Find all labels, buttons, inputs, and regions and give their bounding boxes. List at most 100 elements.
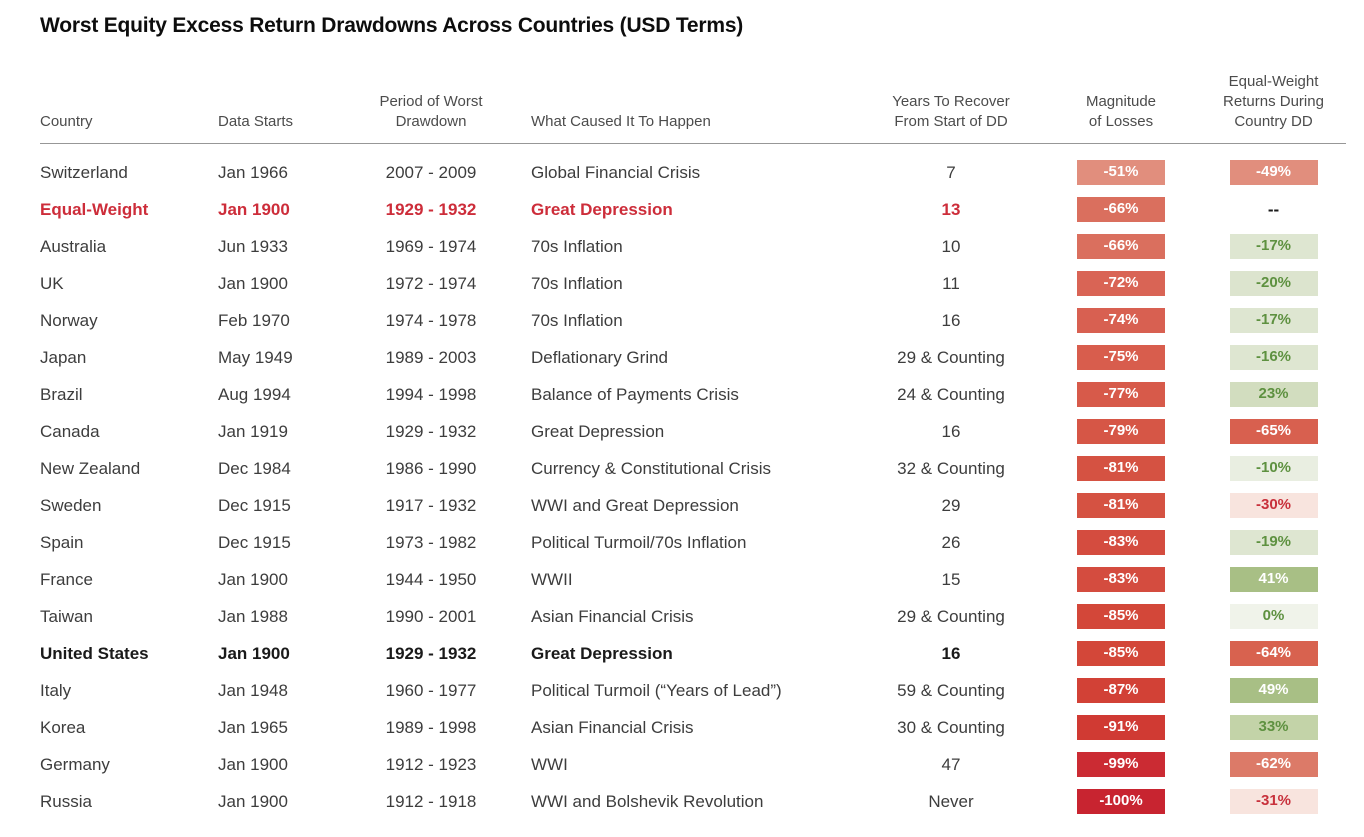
- column-header-years: Years To Recover From Start of DD: [891, 72, 1011, 144]
- years-cell: 32 & Counting: [897, 458, 1005, 478]
- equal-weight-badge: -31%: [1229, 789, 1318, 814]
- table-row: Australia Jun 1933 1969 - 1974 70s Inflatio…: [40, 228, 1346, 265]
- data-starts-cell: Jan 1900: [218, 569, 288, 589]
- country-cell: Russia: [40, 791, 92, 811]
- table-row: Sweden Dec 1915 1917 - 1932 WWI and Great D…: [40, 487, 1346, 524]
- years-cell: 7: [946, 162, 956, 182]
- magnitude-badge: -66%: [1077, 197, 1165, 222]
- equal-weight-badge: -16%: [1229, 345, 1318, 370]
- country-cell: Canada: [40, 421, 100, 441]
- data-starts-cell: Dec 1984: [218, 458, 291, 478]
- table-row: Switzerland Jan 1966 2007 - 2009 Global Fin…: [40, 144, 1346, 192]
- period-cell: 2007 - 2009: [385, 162, 477, 182]
- country-cell: United States: [40, 643, 149, 663]
- equal-weight-badge: -65%: [1229, 419, 1318, 444]
- period-cell: 1972 - 1974: [385, 273, 477, 293]
- cause-cell: Global Financial Crisis: [531, 162, 701, 182]
- years-cell: 59 & Counting: [897, 680, 1005, 700]
- spacer-cell: [1011, 450, 1041, 487]
- magnitude-badge: -79%: [1077, 419, 1165, 444]
- years-cell: 15: [941, 569, 961, 589]
- data-starts-cell: Dec 1915: [218, 495, 291, 515]
- data-starts-cell: Dec 1915: [218, 532, 291, 552]
- data-starts-cell: Jan 1919: [218, 421, 288, 441]
- data-starts-cell: Jan 1900: [218, 791, 288, 811]
- spacer-cell: [1011, 376, 1041, 413]
- table-row: United States Jan 1900 1929 - 1932 Great De…: [40, 635, 1346, 672]
- spacer-cell: [1011, 265, 1041, 302]
- data-starts-cell: Jan 1988: [218, 606, 288, 626]
- magnitude-badge: -85%: [1077, 641, 1165, 666]
- spacer-cell: [1011, 561, 1041, 598]
- cause-cell: Balance of Payments Crisis: [531, 384, 739, 404]
- years-cell: 11: [942, 273, 960, 293]
- magnitude-badge: -100%: [1077, 789, 1165, 814]
- country-cell: Brazil: [40, 384, 83, 404]
- spacer-cell: [1011, 598, 1041, 635]
- cause-cell: 70s Inflation: [531, 236, 623, 256]
- data-starts-cell: May 1949: [218, 347, 293, 367]
- table-row: Equal-Weight Jan 1900 1929 - 1932 Great Dep…: [40, 191, 1346, 228]
- data-starts-cell: Jan 1900: [218, 273, 288, 293]
- data-starts-cell: Jan 1966: [218, 162, 288, 182]
- spacer-column: [1011, 72, 1041, 144]
- years-cell: Never: [928, 791, 974, 811]
- table-row: Korea Jan 1965 1989 - 1998 Asian Financial …: [40, 709, 1346, 746]
- magnitude-badge: -87%: [1077, 678, 1165, 703]
- country-cell: Equal-Weight: [40, 199, 149, 219]
- cause-cell: Deflationary Grind: [531, 347, 669, 367]
- table-header-row: Country Data Starts Period of Worst Drawdo…: [40, 72, 1346, 144]
- table-row: Taiwan Jan 1988 1990 - 2001 Asian Financial…: [40, 598, 1346, 635]
- magnitude-badge: -51%: [1077, 160, 1165, 185]
- cause-cell: 70s Inflation: [531, 273, 623, 293]
- spacer-cell: [1011, 635, 1041, 672]
- country-cell: Switzerland: [40, 162, 128, 182]
- period-cell: 1929 - 1932: [385, 643, 477, 663]
- spacer-cell: [1011, 746, 1041, 783]
- table-row: UK Jan 1900 1972 - 1974 70s Inflation 11 -72%…: [40, 265, 1346, 302]
- data-starts-cell: Jun 1933: [218, 236, 288, 256]
- cause-cell: WWI and Bolshevik Revolution: [531, 791, 764, 811]
- data-starts-cell: Jan 1965: [218, 717, 288, 737]
- magnitude-badge: -85%: [1077, 604, 1165, 629]
- equal-weight-badge: -17%: [1229, 234, 1318, 259]
- country-cell: Australia: [40, 236, 107, 256]
- period-cell: 1917 - 1932: [385, 495, 477, 515]
- cause-cell: WWII: [531, 569, 573, 589]
- spacer-cell: [1011, 413, 1041, 450]
- period-cell: 1973 - 1982: [385, 532, 477, 552]
- spacer-cell: [1011, 524, 1041, 561]
- magnitude-badge: -81%: [1077, 456, 1165, 481]
- cause-cell: WWI: [531, 754, 568, 774]
- page-title: Worst Equity Excess Return Drawdowns Acr…: [40, 14, 744, 37]
- years-cell: 29: [941, 495, 961, 515]
- table-row: Japan May 1949 1989 - 2003 Deflationary Gri…: [40, 339, 1346, 376]
- table-row: Canada Jan 1919 1929 - 1932 Great Depressio…: [40, 413, 1346, 450]
- period-cell: 1989 - 2003: [385, 347, 477, 367]
- cause-cell: Asian Financial Crisis: [531, 606, 694, 626]
- country-cell: UK: [40, 273, 64, 293]
- equal-weight-badge: -17%: [1229, 308, 1318, 333]
- magnitude-badge: -66%: [1077, 234, 1165, 259]
- magnitude-badge: -83%: [1077, 530, 1165, 555]
- country-cell: Germany: [40, 754, 110, 774]
- spacer-cell: [1011, 709, 1041, 746]
- table-row: Germany Jan 1900 1912 - 1923 WWI 47 -99% -62%: [40, 746, 1346, 783]
- table-row: Brazil Aug 1994 1994 - 1998 Balance of Paym…: [40, 376, 1346, 413]
- data-starts-cell: Aug 1994: [218, 384, 291, 404]
- data-starts-cell: Jan 1900: [218, 643, 290, 663]
- equal-weight-badge: -49%: [1229, 160, 1318, 185]
- column-header-cause: What Caused It To Happen: [506, 72, 891, 144]
- magnitude-badge: -74%: [1077, 308, 1165, 333]
- country-cell: Norway: [40, 310, 98, 330]
- column-header-equal-weight: Equal-Weight Returns During Country DD: [1201, 72, 1346, 144]
- magnitude-badge: -72%: [1077, 271, 1165, 296]
- country-cell: Taiwan: [40, 606, 93, 626]
- country-cell: Italy: [40, 680, 72, 700]
- equal-weight-badge: 41%: [1229, 567, 1318, 592]
- years-cell: 24 & Counting: [897, 384, 1005, 404]
- spacer-cell: [1011, 191, 1041, 228]
- period-cell: 1960 - 1977: [385, 680, 477, 700]
- equal-weight-badge: 23%: [1229, 382, 1318, 407]
